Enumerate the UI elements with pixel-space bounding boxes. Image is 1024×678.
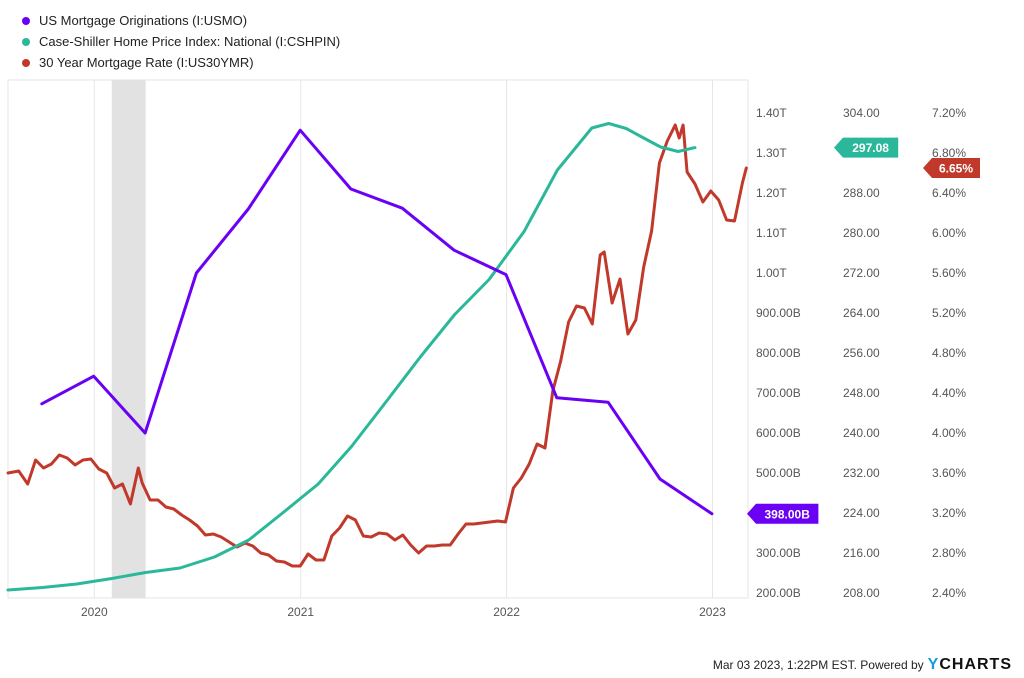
- ycharts-logo[interactable]: YCHARTS: [928, 656, 1012, 674]
- legend-label-cshpin: Case-Shiller Home Price Index: National …: [39, 34, 341, 49]
- y-tick-label-usmo: 1.10T: [756, 226, 787, 240]
- y-tick-label-us30ymr: 5.60%: [932, 266, 966, 280]
- footer-timestamp: Mar 03 2023, 1:22PM EST. Powered by: [712, 658, 924, 672]
- y-tick-label-us30ymr: 5.20%: [932, 306, 966, 320]
- y-tick-label-cshpin: 224.00: [843, 506, 880, 520]
- legend-label-usmo: US Mortgage Originations (I:USMO): [39, 13, 248, 28]
- y-tick-label-usmo: 700.00B: [756, 386, 801, 400]
- last-value-label-us30ymr: 6.65%: [939, 162, 973, 176]
- y-tick-label-cshpin: 256.00: [843, 346, 880, 360]
- y-tick-label-usmo: 800.00B: [756, 346, 801, 360]
- y-tick-label-cshpin: 240.00: [843, 426, 880, 440]
- ycharts-logo-y: Y: [927, 656, 940, 673]
- y-tick-label-us30ymr: 6.40%: [932, 186, 966, 200]
- y-tick-label-us30ymr: 2.40%: [932, 586, 966, 600]
- y-tick-label-us30ymr: 4.00%: [932, 426, 966, 440]
- x-tick-label: 2020: [81, 605, 108, 619]
- y-tick-label-cshpin: 280.00: [843, 226, 880, 240]
- x-tick-label: 2021: [287, 605, 314, 619]
- chart-legend: US Mortgage Originations (I:USMO) Case-S…: [22, 10, 340, 73]
- legend-dot-icon: [22, 37, 30, 46]
- legend-item-cshpin[interactable]: Case-Shiller Home Price Index: National …: [22, 31, 340, 52]
- y-tick-label-usmo: 1.20T: [756, 186, 787, 200]
- legend-dot-icon: [22, 16, 30, 25]
- y-tick-label-usmo: 600.00B: [756, 426, 801, 440]
- y-tick-label-cshpin: 272.00: [843, 266, 880, 280]
- y-tick-label-us30ymr: 7.20%: [932, 106, 966, 120]
- last-value-badge-usmo: [747, 503, 819, 524]
- legend-item-us30ymr[interactable]: 30 Year Mortgage Rate (I:US30YMR): [22, 52, 340, 73]
- last-value-label-usmo: 398.00B: [765, 507, 811, 521]
- y-tick-label-cshpin: 232.00: [843, 466, 880, 480]
- y-tick-label-usmo: 500.00B: [756, 466, 801, 480]
- y-tick-label-cshpin: 216.00: [843, 546, 880, 560]
- legend-label-us30ymr: 30 Year Mortgage Rate (I:US30YMR): [39, 55, 254, 70]
- x-tick-label: 2023: [699, 605, 726, 619]
- y-tick-label-us30ymr: 4.80%: [932, 346, 966, 360]
- y-tick-label-cshpin: 304.00: [843, 106, 880, 120]
- footer: Mar 03 2023, 1:22PM EST. Powered by YCHA…: [713, 656, 1012, 674]
- legend-item-usmo[interactable]: US Mortgage Originations (I:USMO): [22, 10, 340, 31]
- y-tick-label-us30ymr: 3.20%: [932, 506, 966, 520]
- y-tick-label-us30ymr: 2.80%: [932, 546, 966, 560]
- y-tick-label-usmo: 900.00B: [756, 306, 801, 320]
- y-tick-label-usmo: 200.00B: [756, 586, 801, 600]
- y-tick-label-us30ymr: 4.40%: [932, 386, 966, 400]
- y-tick-label-us30ymr: 3.60%: [932, 466, 966, 480]
- series-line-us30ymr: [6, 123, 748, 568]
- series-line-usmo: [40, 128, 714, 516]
- y-tick-label-usmo: 1.00T: [756, 266, 787, 280]
- legend-dot-icon: [22, 58, 30, 67]
- shaded-period: [111, 80, 146, 598]
- x-tick-label: 2022: [493, 605, 520, 619]
- y-tick-label-usmo: 1.30T: [756, 146, 787, 160]
- ycharts-logo-text: CHARTS: [939, 656, 1012, 673]
- y-tick-label-cshpin: 248.00: [843, 386, 880, 400]
- last-value-badge-us30ymr: [923, 158, 980, 178]
- y-tick-label-us30ymr: 6.00%: [932, 226, 966, 240]
- y-tick-label-usmo: 1.40T: [756, 106, 787, 120]
- last-value-badge-cshpin: [834, 137, 899, 158]
- y-tick-label-cshpin: 264.00: [843, 306, 880, 320]
- y-tick-label-cshpin: 288.00: [843, 186, 880, 200]
- series-line-cshpin: [6, 122, 697, 592]
- y-tick-label-cshpin: 208.00: [843, 586, 880, 600]
- y-tick-label-us30ymr: 6.80%: [932, 146, 966, 160]
- last-value-label-cshpin: 297.08: [852, 141, 889, 155]
- plot-frame: [7, 79, 749, 599]
- y-tick-label-usmo: 300.00B: [756, 546, 801, 560]
